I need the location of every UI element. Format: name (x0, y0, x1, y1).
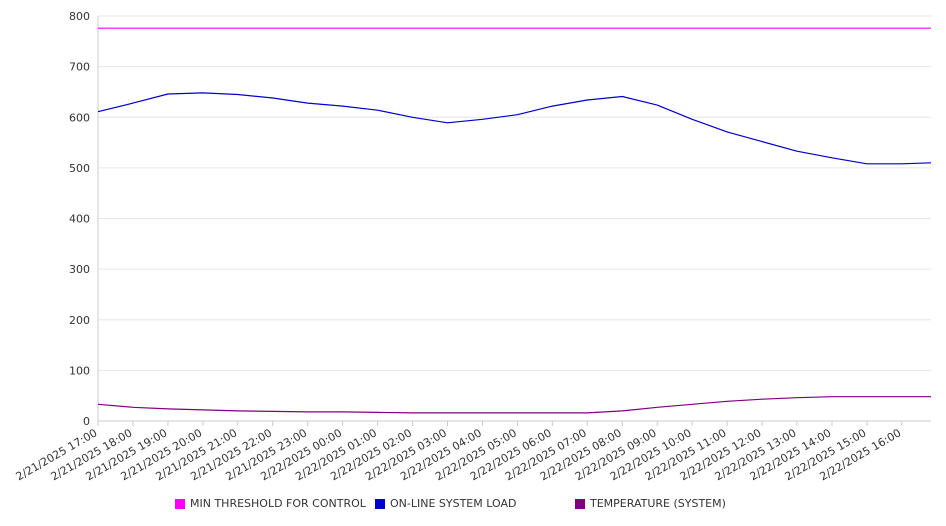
gridlines (98, 15, 931, 371)
y-tick-label: 400 (69, 213, 90, 226)
legend-label: TEMPERATURE (SYSTEM) (590, 497, 726, 510)
legend-item-system-load: ON-LINE SYSTEM LOAD (375, 497, 516, 510)
legend: MIN THRESHOLD FOR CONTROL ON-LINE SYSTEM… (0, 497, 946, 515)
series-line-1 (97, 92, 932, 165)
axes (97, 16, 931, 422)
y-tick-label: 100 (69, 364, 90, 377)
legend-label: MIN THRESHOLD FOR CONTROL (190, 497, 366, 510)
series-line-2 (97, 396, 931, 414)
legend-item-min-threshold: MIN THRESHOLD FOR CONTROL (175, 497, 366, 510)
legend-swatch (575, 498, 585, 509)
legend-item-temperature: TEMPERATURE (SYSTEM) (575, 497, 726, 510)
y-tick-label: 800 (69, 10, 90, 23)
legend-swatch (375, 498, 385, 509)
y-tick-label: 0 (83, 415, 90, 428)
x-axis-ticks: 2/21/2025 17:002/21/2025 18:002/21/2025 … (14, 421, 903, 483)
y-tick-label: 700 (69, 61, 90, 74)
y-tick-label: 200 (69, 314, 90, 327)
series-lines (97, 27, 932, 414)
y-tick-label: 300 (69, 263, 90, 276)
y-axis-ticks: 0 100 200 300 400 500 600 700 800 (69, 10, 90, 428)
y-tick-label: 500 (69, 162, 90, 175)
y-tick-label: 600 (69, 111, 90, 124)
legend-swatch (175, 498, 185, 509)
legend-label: ON-LINE SYSTEM LOAD (390, 497, 517, 510)
